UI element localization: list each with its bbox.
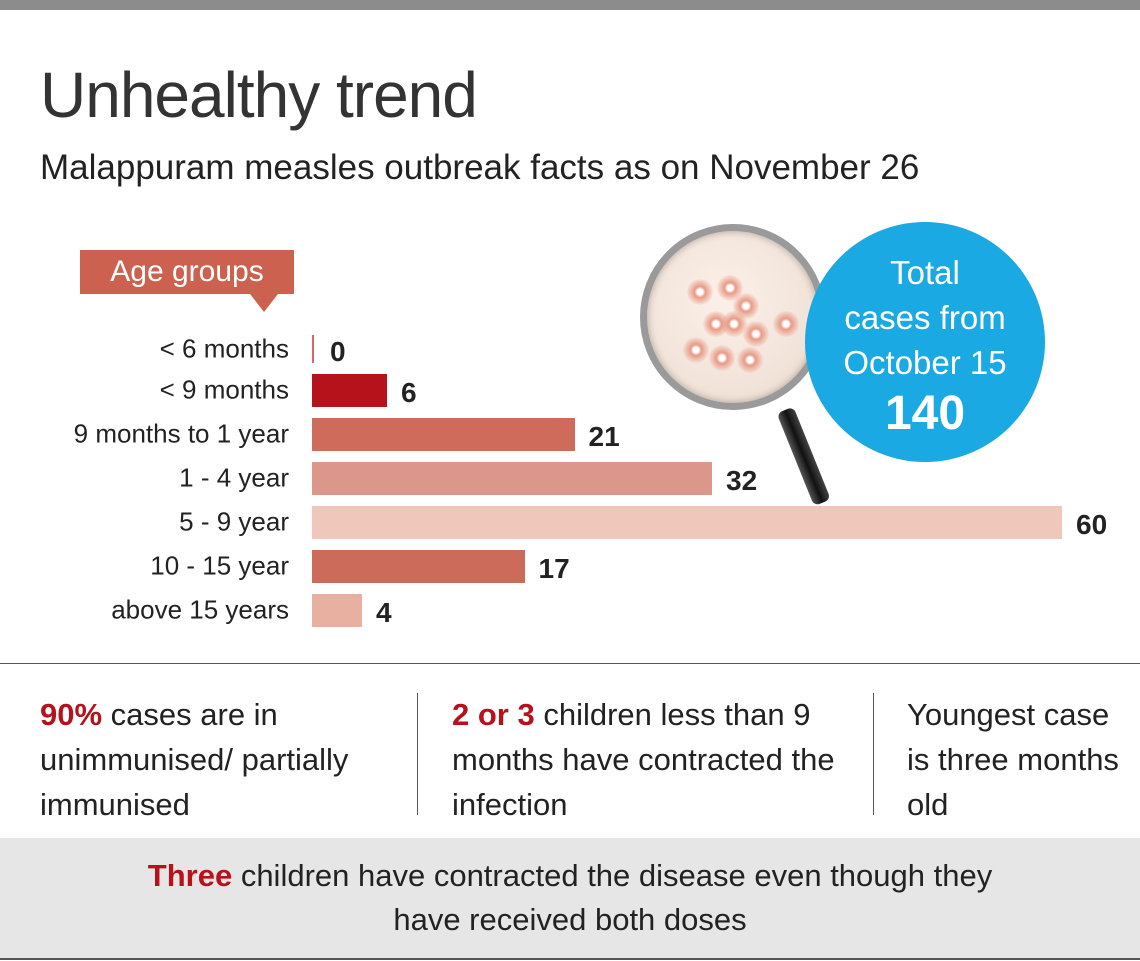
category-label: 10 - 15 year: [150, 550, 289, 581]
magnifier-icon: [640, 224, 826, 410]
category-label: 1 - 4 year: [179, 462, 289, 493]
divider: [0, 663, 1140, 664]
bar: [312, 335, 314, 363]
total-value: 140: [884, 387, 966, 440]
category-label: above 15 years: [111, 594, 289, 625]
value-label: 32: [726, 465, 758, 496]
category-label: < 6 months: [159, 333, 289, 364]
note-box: Three children have contracted the disea…: [0, 838, 1140, 958]
fact-1-highlight: 90%: [40, 697, 103, 732]
category-label: < 9 months: [159, 374, 289, 405]
category-label: 5 - 9 year: [179, 506, 289, 537]
top-rule: [0, 0, 1140, 10]
value-label: 60: [1076, 509, 1108, 540]
fact-3: Youngest case is three months old: [907, 692, 1122, 827]
age-groups-tag: Age groups: [80, 250, 294, 312]
value-label: 21: [588, 421, 620, 452]
category-label: 9 months to 1 year: [73, 418, 289, 449]
bar: [312, 461, 712, 495]
bar: [312, 593, 362, 627]
total-line1: Total: [890, 254, 960, 291]
fact-1: 90% cases are in unimmunised/ partially …: [40, 692, 380, 827]
total-cases-badge: Total cases from October 15 140: [805, 222, 1045, 462]
page-title: Unhealthy trend: [40, 59, 478, 131]
bar: [312, 417, 575, 451]
bottom-rule: [0, 958, 1140, 960]
value-label: 0: [330, 336, 346, 367]
fact-3-text: Youngest case is three months old: [907, 697, 1119, 822]
bar: [312, 373, 387, 407]
note-highlight: Three: [147, 858, 233, 893]
subtitle: Malappuram measles outbreak facts as on …: [40, 148, 920, 187]
column-separator: [873, 693, 874, 815]
bar: [312, 549, 525, 583]
fact-1-text: cases are in unimmunised/ partially immu…: [40, 697, 349, 822]
value-label: 6: [401, 377, 417, 408]
fact-2-highlight: 2 or 3: [452, 697, 535, 732]
fact-2: 2 or 3 children less than 9 months have …: [452, 692, 852, 827]
note-text: children have contracted the disease eve…: [232, 858, 993, 937]
value-label: 17: [538, 553, 570, 584]
total-line3: October 15: [843, 344, 1007, 381]
value-label: 4: [376, 597, 392, 628]
column-separator: [417, 693, 418, 815]
bar: [312, 505, 1062, 539]
fact-2-text: children less than 9 months have contrac…: [452, 697, 835, 822]
total-line2: cases from: [844, 299, 1006, 336]
